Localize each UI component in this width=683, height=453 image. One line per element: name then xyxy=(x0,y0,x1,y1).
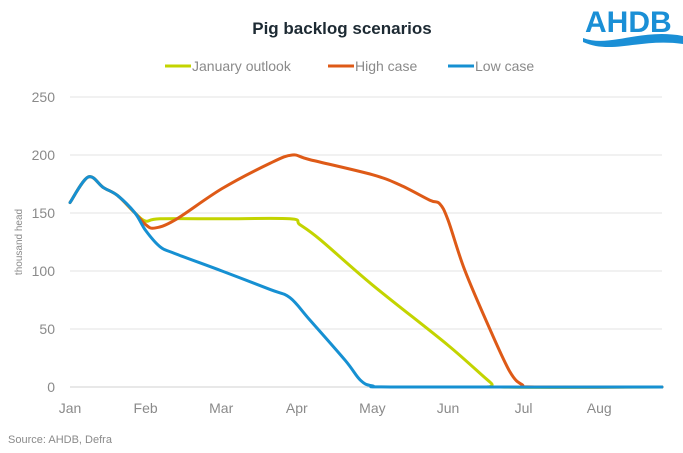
x-tick-label: May xyxy=(359,400,385,416)
source-note: Source: AHDB, Defra xyxy=(8,434,113,446)
ahdb-logo: AHDB xyxy=(583,6,683,48)
logo-wave-icon xyxy=(583,34,683,48)
x-tick-label: Jul xyxy=(515,400,533,416)
logo-text: AHDB xyxy=(585,6,672,39)
y-tick-label: 150 xyxy=(32,205,56,221)
x-tick-label: Feb xyxy=(134,400,158,416)
x-axis: Jan Feb Mar Apr May Jun Jul Aug xyxy=(59,400,612,416)
legend-label: January outlook xyxy=(192,58,292,74)
series-lines xyxy=(68,153,664,389)
legend: January outlook High case Low case xyxy=(165,58,534,74)
x-tick-label: Apr xyxy=(286,400,308,416)
y-axis: 0 50 100 150 200 250 xyxy=(32,89,56,395)
series-line-january-outlook xyxy=(68,175,664,389)
x-tick-label: Jun xyxy=(437,400,460,416)
y-tick-label: 50 xyxy=(39,321,55,337)
series-line-low-case xyxy=(68,175,664,389)
y-tick-label: 100 xyxy=(32,263,56,279)
y-tick-label: 0 xyxy=(47,379,55,395)
y-tick-label: 200 xyxy=(32,147,56,163)
gridlines xyxy=(70,96,662,388)
legend-label: Low case xyxy=(475,58,534,74)
y-tick-label: 250 xyxy=(32,89,56,105)
x-tick-label: Jan xyxy=(59,400,82,416)
y-axis-label: thousand head xyxy=(14,209,25,275)
chart-title: Pig backlog scenarios xyxy=(252,19,432,38)
legend-label: High case xyxy=(355,58,417,74)
x-tick-label: Mar xyxy=(209,400,233,416)
x-tick-label: Aug xyxy=(587,400,612,416)
